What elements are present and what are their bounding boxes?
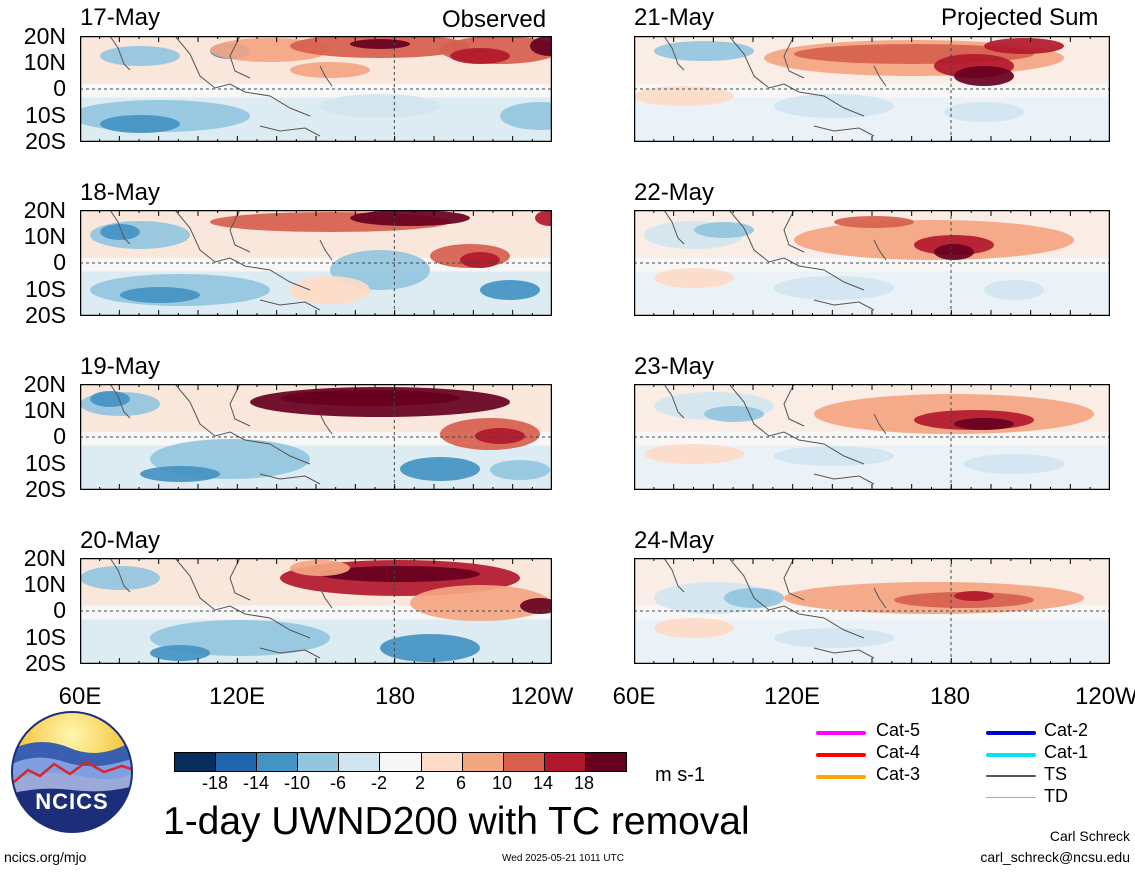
logo-graphic: [11, 711, 133, 833]
x-tick: 60E: [612, 683, 656, 710]
projected-header: Projected Sum: [941, 4, 1099, 31]
logo-text: NCICS: [35, 789, 109, 814]
legend-td: TD: [1044, 786, 1068, 806]
panel-title-20-may: 20-May: [80, 527, 161, 554]
panel-title-21-may: 21-May: [634, 4, 715, 31]
colorbar-swatch: [379, 753, 421, 771]
legend-cat3: Cat-3: [876, 764, 921, 784]
contour-map: [634, 558, 1110, 664]
colorbar-tick-label: 18: [573, 773, 595, 793]
map-panel-20-may: [80, 558, 552, 664]
map-panel-17-may: [80, 36, 552, 142]
colorbar-tick-label: 14: [532, 773, 554, 793]
colorbar-tick-label: -14: [242, 773, 270, 793]
colorbar-swatch: [420, 753, 462, 771]
ts-line: [986, 775, 1036, 777]
y-tick: 10N: [23, 397, 66, 423]
panel-title-19-may: 19-May: [80, 353, 161, 380]
y-tick: 0: [53, 75, 66, 101]
observed-header: Observed: [442, 6, 547, 33]
x-tick: 120W: [1075, 683, 1135, 710]
footer-email[interactable]: carl_schreck@ncsu.edu: [980, 849, 1130, 865]
x-tick: 180: [929, 683, 971, 710]
ncics-logo: NCICS: [10, 710, 134, 834]
contour-map: [634, 36, 1110, 142]
y-tick: 0: [53, 423, 66, 449]
x-tick: 120E: [208, 683, 266, 710]
legend-cat2: Cat-2: [1044, 720, 1089, 740]
td-line: [986, 797, 1036, 798]
y-tick: 20S: [25, 128, 66, 154]
cat4-line: [816, 753, 866, 757]
contour-map: [634, 384, 1110, 490]
units-label: m s-1: [655, 764, 705, 786]
colorbar-swatch: [338, 753, 380, 771]
panel-title-23-may: 23-May: [634, 353, 715, 380]
contour-map: [80, 558, 552, 664]
y-tick: 20S: [25, 302, 66, 328]
legend-cat5: Cat-5: [876, 720, 921, 740]
footer-timestamp: Wed 2025-05-21 1011 UTC: [502, 853, 624, 864]
y-tick: 20N: [23, 23, 66, 49]
contour-map: [634, 210, 1110, 316]
cat5-line: [816, 731, 866, 735]
panel-title-22-may: 22-May: [634, 179, 715, 206]
colorbar-tick-label: -18: [201, 773, 229, 793]
panel-title-18-may: 18-May: [80, 179, 161, 206]
y-tick: 0: [53, 249, 66, 275]
panel-title-24-may: 24-May: [634, 527, 715, 554]
y-tick: 10N: [23, 223, 66, 249]
footer-url[interactable]: ncics.org/mjo: [4, 849, 87, 865]
map-panel-21-may: [634, 36, 1110, 142]
x-tick: 180: [374, 683, 416, 710]
colorbar-tick-label: 2: [414, 773, 426, 793]
cat1-line: [986, 753, 1036, 757]
y-tick: 10S: [25, 450, 66, 476]
y-tick: 20N: [23, 545, 66, 571]
colorbar-swatch: [584, 753, 627, 771]
colorbar-tick-label: -6: [329, 773, 347, 793]
x-tick: 120W: [510, 683, 574, 710]
map-panel-22-may: [634, 210, 1110, 316]
figure-title: 1-day UWND200 with TC removal: [163, 800, 750, 843]
colorbar-swatch: [256, 753, 298, 771]
colorbar-swatch: [543, 753, 585, 771]
colorbar-swatch: [502, 753, 544, 771]
cat2-line: [986, 731, 1036, 735]
map-panel-24-may: [634, 558, 1110, 664]
y-tick: 0: [53, 597, 66, 623]
contour-map: [80, 210, 552, 316]
colorbar-boxes: [174, 752, 627, 772]
panel-title-17-may: 17-May: [80, 4, 161, 31]
x-tick: 120E: [763, 683, 821, 710]
y-tick: 10N: [23, 571, 66, 597]
map-panel-23-may: [634, 384, 1110, 490]
y-tick: 20N: [23, 371, 66, 397]
colorbar-swatch: [297, 753, 339, 771]
contour-map: [80, 384, 552, 490]
map-panel-19-may: [80, 384, 552, 490]
x-tick: 60E: [58, 683, 102, 710]
y-tick: 10N: [23, 49, 66, 75]
y-tick: 20N: [23, 197, 66, 223]
y-tick: 10S: [25, 276, 66, 302]
legend-cat1: Cat-1: [1044, 742, 1089, 762]
colorbar-swatch: [215, 753, 257, 771]
legend-cat4: Cat-4: [876, 742, 921, 762]
legend-ts: TS: [1044, 764, 1068, 784]
colorbar-swatch: [175, 753, 216, 771]
y-tick: 10S: [25, 624, 66, 650]
y-tick: 20S: [25, 476, 66, 502]
footer-author: Carl Schreck: [1049, 828, 1130, 844]
map-panel-18-may: [80, 210, 552, 316]
colorbar-tick-label: -2: [370, 773, 388, 793]
y-tick: 20S: [25, 650, 66, 676]
contour-map: [80, 36, 552, 142]
colorbar-tick-label: 10: [491, 773, 513, 793]
cat3-line: [816, 775, 866, 779]
colorbar-swatch: [461, 753, 503, 771]
y-tick: 10S: [25, 102, 66, 128]
colorbar-tick-label: 6: [455, 773, 467, 793]
colorbar-tick-label: -10: [283, 773, 311, 793]
